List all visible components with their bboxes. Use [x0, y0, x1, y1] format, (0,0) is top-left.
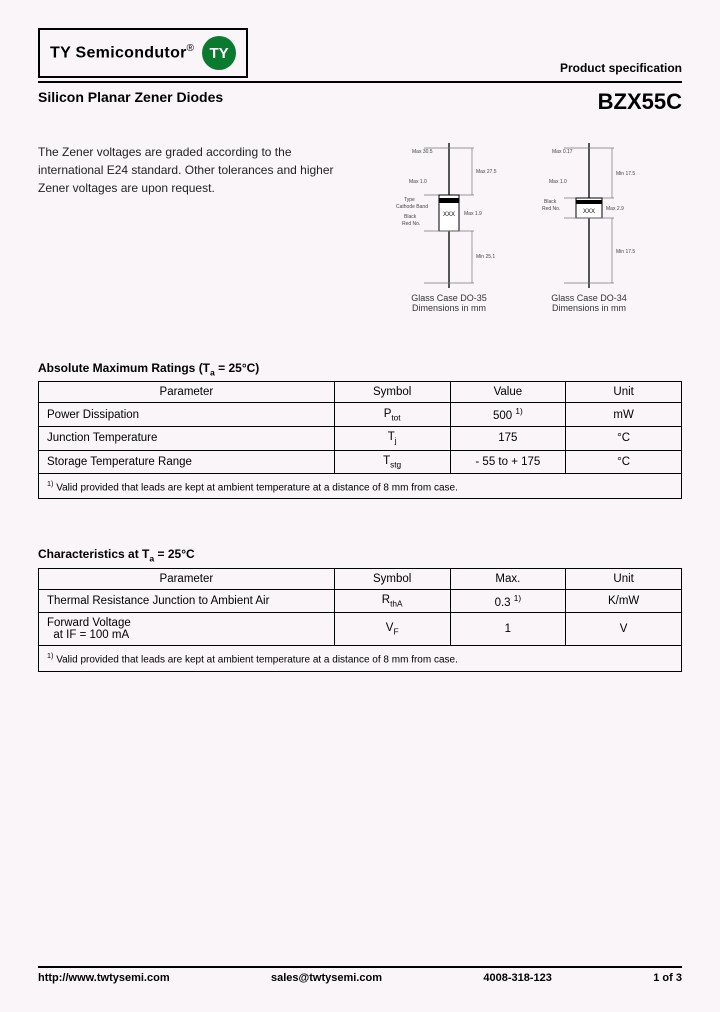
svg-text:Black: Black — [544, 199, 557, 205]
col-parameter: Parameter — [39, 568, 335, 589]
brand-name: TY Semicondutor — [50, 45, 187, 62]
cell-parameter: Storage Temperature Range — [39, 450, 335, 473]
svg-text:Type: Type — [404, 197, 415, 203]
table1-title: Absolute Maximum Ratings (Ta = 25°C) — [38, 361, 682, 377]
brand-box: TY Semicondutor® TY — [38, 28, 248, 78]
package-diagram-do35-icon: XXX Max 30.5 Max 27.5 Max 1.0 Max 1.9 Mi… — [394, 143, 504, 293]
cell-unit: K/mW — [566, 589, 682, 613]
cell-symbol: Tstg — [334, 450, 450, 473]
title-row: Silicon Planar Zener Diodes BZX55C — [38, 89, 682, 115]
diagram-caption-line2: Dimensions in mm — [534, 303, 644, 313]
cell-value: 175 — [450, 427, 566, 450]
svg-text:Max 1.0: Max 1.0 — [409, 179, 427, 185]
svg-text:Min 25.1: Min 25.1 — [476, 254, 495, 260]
table-row: Forward Voltage at IF = 100 mA VF 1 V — [39, 613, 682, 646]
col-symbol: Symbol — [334, 382, 450, 403]
intro-text: The Zener voltages are graded according … — [38, 143, 338, 313]
characteristics-table: Parameter Symbol Max. Unit Thermal Resis… — [38, 568, 682, 672]
intro-row: The Zener voltages are graded according … — [38, 143, 682, 313]
svg-text:Max 27.5: Max 27.5 — [476, 169, 497, 175]
cell-symbol: RthA — [334, 589, 450, 613]
brand-text: TY Semicondutor® — [50, 43, 194, 62]
svg-text:Max 30.5: Max 30.5 — [412, 149, 433, 155]
cell-value: 0.3 1) — [450, 589, 566, 613]
table-footnote-row: 1) Valid provided that leads are kept at… — [39, 473, 682, 498]
footer-phone: 4008-318-123 — [483, 972, 552, 984]
footer-email: sales@twtysemi.com — [271, 972, 382, 984]
brand-logo-icon: TY — [202, 36, 236, 70]
cell-unit: °C — [566, 427, 682, 450]
package-diagram-do34-icon: XXX Max 0.17 Min 17.5 Max 1.0 Max 2.9 Mi… — [534, 143, 644, 293]
cell-parameter: Power Dissipation — [39, 403, 335, 427]
col-value: Max. — [450, 568, 566, 589]
cell-parameter: Junction Temperature — [39, 427, 335, 450]
cell-symbol: VF — [334, 613, 450, 646]
footer-page: 1 of 3 — [653, 972, 682, 984]
svg-text:Max 1.9: Max 1.9 — [464, 211, 482, 217]
cell-parameter: Thermal Resistance Junction to Ambient A… — [39, 589, 335, 613]
table-row: Power Dissipation Ptot 500 1) mW — [39, 403, 682, 427]
footer-divider — [38, 966, 682, 968]
diagram-do35: XXX Max 30.5 Max 27.5 Max 1.0 Max 1.9 Mi… — [394, 143, 504, 313]
cell-unit: °C — [566, 450, 682, 473]
table1-title-prefix: Absolute Maximum Ratings (T — [38, 361, 210, 375]
svg-text:Max 0.17: Max 0.17 — [552, 149, 573, 155]
product-spec-label: Product specification — [560, 61, 682, 75]
table-footnote-row: 1) Valid provided that leads are kept at… — [39, 646, 682, 671]
col-value: Value — [450, 382, 566, 403]
table-row: Storage Temperature Range Tstg - 55 to +… — [39, 450, 682, 473]
footer-url: http://www.twtysemi.com — [38, 972, 170, 984]
cell-symbol: Ptot — [334, 403, 450, 427]
col-parameter: Parameter — [39, 382, 335, 403]
table2-title-prefix: Characteristics at T — [38, 547, 149, 561]
table2-title-suffix: = 25°C — [154, 547, 195, 561]
cell-value: 1 — [450, 613, 566, 646]
cell-parameter: Forward Voltage at IF = 100 mA — [39, 613, 335, 646]
table-header-row: Parameter Symbol Value Unit — [39, 382, 682, 403]
table-row: Thermal Resistance Junction to Ambient A… — [39, 589, 682, 613]
page-header: TY Semicondutor® TY Product specificatio… — [38, 28, 682, 78]
table1-title-suffix: = 25°C) — [215, 361, 259, 375]
diagram-do34: XXX Max 0.17 Min 17.5 Max 1.0 Max 2.9 Mi… — [534, 143, 644, 313]
page-footer: http://www.twtysemi.com sales@twtysemi.c… — [38, 966, 682, 984]
table-row: Junction Temperature Tj 175 °C — [39, 427, 682, 450]
svg-text:Red No.: Red No. — [402, 221, 420, 227]
registered-mark: ® — [187, 43, 194, 54]
absolute-max-ratings-table: Parameter Symbol Value Unit Power Dissip… — [38, 381, 682, 499]
col-symbol: Symbol — [334, 568, 450, 589]
diagram-caption-line2: Dimensions in mm — [394, 303, 504, 313]
svg-text:Max 2.9: Max 2.9 — [606, 206, 624, 212]
cell-unit: mW — [566, 403, 682, 427]
cell-footnote: 1) Valid provided that leads are kept at… — [39, 646, 682, 671]
svg-text:XXX: XXX — [583, 209, 595, 215]
cell-value: 500 1) — [450, 403, 566, 427]
cell-symbol: Tj — [334, 427, 450, 450]
part-number: BZX55C — [598, 89, 682, 115]
svg-text:Red No.: Red No. — [542, 206, 560, 212]
header-divider — [38, 81, 682, 83]
document-subtitle: Silicon Planar Zener Diodes — [38, 89, 223, 105]
col-unit: Unit — [566, 382, 682, 403]
table-header-row: Parameter Symbol Max. Unit — [39, 568, 682, 589]
cell-footnote: 1) Valid provided that leads are kept at… — [39, 473, 682, 498]
diagram-caption-line1: Glass Case DO-35 — [394, 293, 504, 303]
diagram-area: XXX Max 30.5 Max 27.5 Max 1.0 Max 1.9 Mi… — [356, 143, 682, 313]
diagram-caption-line1: Glass Case DO-34 — [534, 293, 644, 303]
svg-text:Cathode Band: Cathode Band — [396, 204, 428, 210]
col-unit: Unit — [566, 568, 682, 589]
svg-text:Min 17.5: Min 17.5 — [616, 249, 635, 255]
svg-text:Max 1.0: Max 1.0 — [549, 179, 567, 185]
cell-value: - 55 to + 175 — [450, 450, 566, 473]
marking-label: XXX — [443, 212, 455, 218]
svg-text:Black: Black — [404, 214, 417, 220]
svg-text:Min 17.5: Min 17.5 — [616, 171, 635, 177]
table2-title: Characteristics at Ta = 25°C — [38, 547, 682, 563]
cell-unit: V — [566, 613, 682, 646]
